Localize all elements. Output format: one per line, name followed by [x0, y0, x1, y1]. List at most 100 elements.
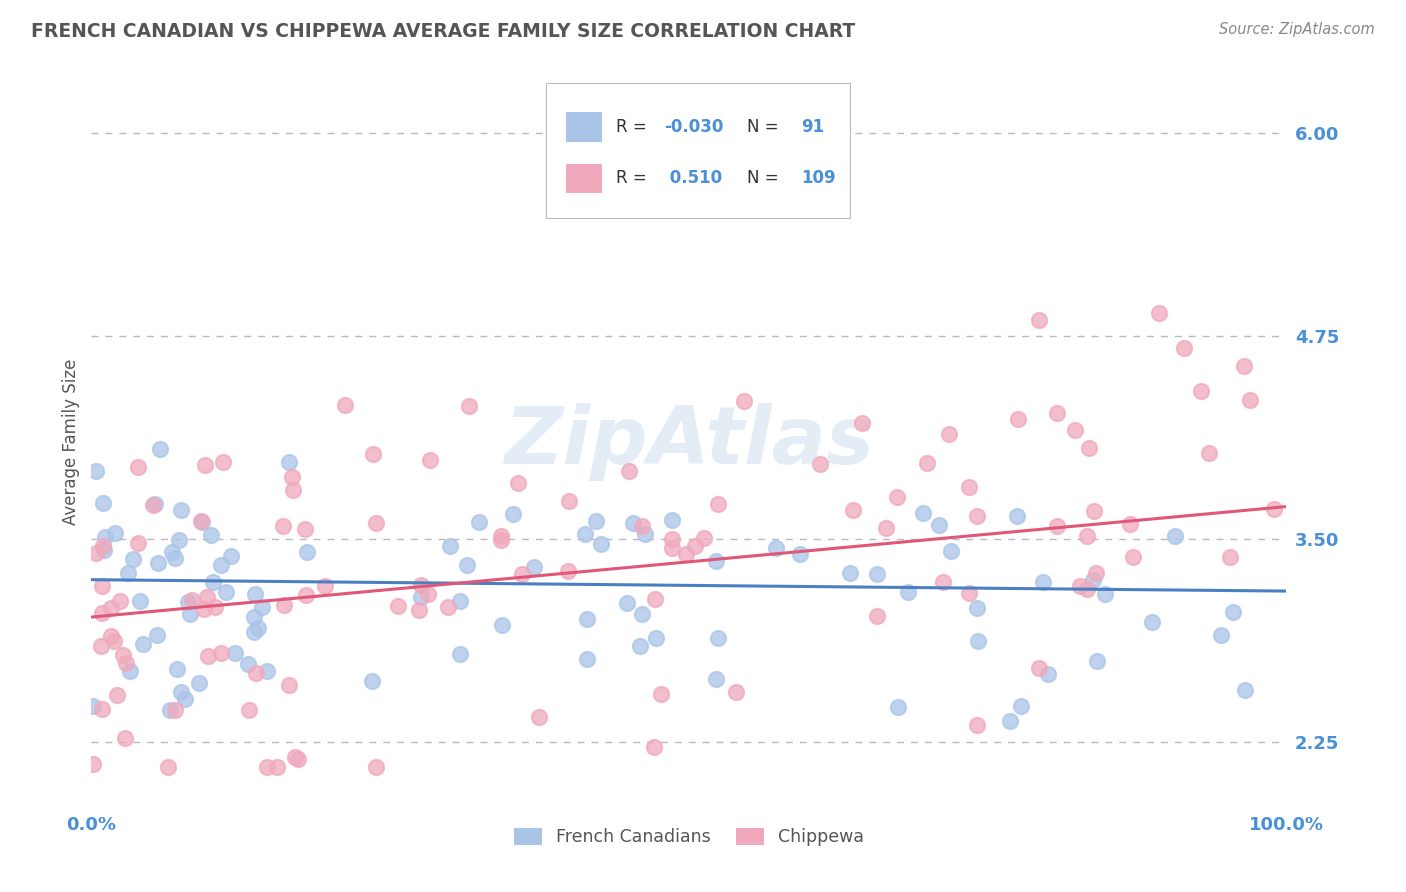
Text: FRENCH CANADIAN VS CHIPPEWA AVERAGE FAMILY SIZE CORRELATION CHART: FRENCH CANADIAN VS CHIPPEWA AVERAGE FAMI… [31, 22, 855, 41]
Point [1064, 423, 1087, 437]
Point [103, 634, 125, 648]
Point [634, 527, 657, 541]
Point [967, 633, 990, 648]
Point [121, 552, 143, 566]
Point [250, 599, 273, 614]
Point [439, 539, 461, 553]
Point [190, 515, 212, 529]
Point [1028, 661, 1050, 675]
Point [90, 579, 112, 593]
Point [117, 566, 139, 580]
Point [628, 639, 651, 653]
Point [557, 564, 579, 578]
Point [644, 592, 666, 607]
Point [100, 629, 122, 643]
Text: -0.030: -0.030 [664, 118, 723, 136]
Point [200, 528, 222, 542]
Point [112, 648, 135, 662]
Point [238, 703, 260, 717]
Point [100, 600, 122, 615]
Point [1173, 341, 1195, 355]
Point [838, 566, 860, 580]
Point [188, 675, 211, 690]
Point [449, 647, 471, 661]
Point [1069, 579, 1091, 593]
Point [489, 529, 512, 543]
Point [866, 609, 889, 624]
Point [912, 506, 935, 520]
Point [194, 458, 217, 473]
Point [287, 752, 309, 766]
Point [166, 662, 188, 676]
Point [558, 494, 581, 508]
Point [707, 497, 730, 511]
Point [294, 522, 316, 536]
Point [209, 558, 232, 572]
Point [489, 533, 512, 547]
Point [724, 685, 747, 699]
Point [256, 759, 278, 773]
Point [91, 496, 114, 510]
Point [576, 652, 599, 666]
Point [193, 602, 215, 616]
Point [364, 759, 387, 773]
Point [887, 700, 910, 714]
Point [361, 447, 384, 461]
Point [142, 498, 165, 512]
Point [361, 674, 384, 689]
Point [408, 603, 430, 617]
Point [94, 530, 117, 544]
Point [875, 521, 897, 535]
Point [523, 560, 546, 574]
Point [1028, 313, 1050, 327]
Point [1219, 549, 1241, 564]
Point [527, 710, 550, 724]
Point [271, 519, 294, 533]
Text: ZipAtlas: ZipAtlas [503, 402, 875, 481]
Point [419, 453, 441, 467]
Y-axis label: Average Family Size: Average Family Size [62, 359, 80, 524]
Point [169, 533, 191, 547]
Point [90, 639, 112, 653]
Point [110, 594, 132, 608]
Point [278, 678, 301, 692]
Point [1076, 529, 1098, 543]
Point [589, 537, 612, 551]
Point [959, 480, 981, 494]
Point [105, 688, 128, 702]
Point [939, 543, 962, 558]
Point [82, 756, 104, 771]
Point [170, 503, 193, 517]
Point [197, 648, 219, 663]
Text: Source: ZipAtlas.com: Source: ZipAtlas.com [1219, 22, 1375, 37]
Point [86, 546, 108, 560]
Point [1233, 682, 1256, 697]
Point [1140, 615, 1163, 629]
Point [82, 699, 104, 714]
Point [170, 685, 193, 699]
Point [650, 687, 672, 701]
Text: 0.510: 0.510 [664, 169, 721, 187]
Point [157, 759, 180, 773]
Point [243, 624, 266, 639]
Point [1122, 550, 1144, 565]
Point [616, 596, 638, 610]
Point [693, 532, 716, 546]
Text: N =: N = [748, 169, 779, 187]
Point [411, 590, 433, 604]
Point [219, 549, 242, 564]
Point [243, 610, 266, 624]
Point [364, 516, 387, 531]
Point [1263, 502, 1285, 516]
Point [1198, 445, 1220, 459]
Point [90, 606, 112, 620]
Point [143, 497, 166, 511]
Point [1076, 582, 1098, 597]
Point [928, 517, 950, 532]
Point [450, 594, 472, 608]
Point [1010, 699, 1032, 714]
Point [314, 579, 336, 593]
Point [295, 545, 318, 559]
Point [966, 508, 988, 523]
Point [204, 599, 226, 614]
